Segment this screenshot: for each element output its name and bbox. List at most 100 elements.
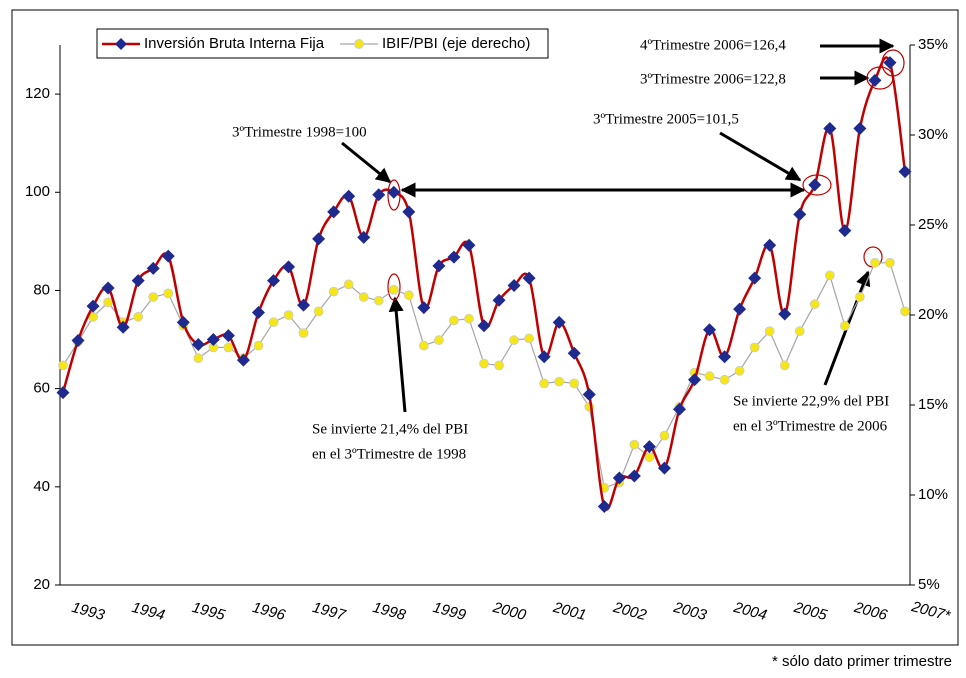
- point: [552, 315, 566, 329]
- y-tick-label: 80: [33, 281, 50, 298]
- point: [537, 350, 551, 364]
- point: [688, 373, 701, 387]
- point: [524, 333, 535, 344]
- y-tick-label: 120: [25, 85, 50, 102]
- point: [778, 307, 792, 321]
- point: [358, 292, 369, 302]
- point: [101, 281, 115, 295]
- point: [116, 320, 130, 334]
- annotation: 3ºTrimestre 1998=100: [232, 124, 367, 140]
- point: [794, 326, 805, 337]
- point: [312, 232, 326, 246]
- point: [103, 297, 114, 308]
- point: [627, 469, 641, 483]
- point: [749, 342, 760, 353]
- point: [808, 178, 822, 192]
- point: [779, 360, 790, 371]
- point: [343, 279, 354, 290]
- annotation: en el 3ºTrimestre de 2006: [733, 418, 888, 434]
- point: [748, 271, 762, 285]
- point: [809, 299, 820, 310]
- point: [133, 311, 144, 322]
- point: [597, 499, 611, 513]
- point: [612, 471, 626, 485]
- point: [297, 298, 311, 312]
- point: [885, 257, 895, 268]
- y2-tick-label: 5%: [918, 576, 940, 593]
- y2-tick-label: 25%: [918, 216, 948, 233]
- point: [464, 313, 474, 324]
- point: [71, 334, 85, 348]
- point: [328, 286, 339, 297]
- annotation: en el 3ºTrimestre de 1998: [312, 446, 466, 462]
- point: [522, 271, 536, 285]
- point: [494, 360, 504, 371]
- point: [462, 238, 476, 252]
- x-tick-label: 1993: [70, 599, 107, 624]
- y2-tick-label: 10%: [918, 486, 948, 503]
- x-tick-label: 2001: [550, 599, 588, 624]
- legend-label: Inversión Bruta Interna Fija: [144, 35, 325, 52]
- point: [582, 388, 596, 402]
- point: [492, 293, 506, 307]
- annotation: 3ºTrimestre 2005=101,5: [593, 111, 739, 127]
- annotation: 3ºTrimestre 2006=122,8: [640, 71, 786, 87]
- point: [479, 358, 489, 369]
- point: [793, 207, 807, 221]
- point: [567, 346, 581, 360]
- point: [704, 371, 715, 382]
- point: [163, 288, 174, 299]
- point: [554, 376, 565, 387]
- point: [313, 306, 324, 317]
- point: [477, 319, 491, 333]
- point: [373, 295, 384, 306]
- point: [569, 378, 580, 389]
- point: [388, 284, 399, 295]
- point: [433, 335, 444, 346]
- point: [387, 185, 401, 199]
- arrows: [341, 38, 895, 413]
- point: [327, 205, 341, 219]
- point: [146, 261, 160, 275]
- point: [58, 360, 68, 371]
- y2-tick-label: 30%: [918, 126, 948, 143]
- legend-label: IBIF/PBI (eje derecho): [382, 35, 530, 52]
- point: [372, 188, 386, 202]
- point: [342, 189, 356, 203]
- x-tick-label: 2007*: [909, 598, 953, 625]
- x-tick-label: 2000: [490, 599, 528, 624]
- point: [642, 440, 656, 454]
- point: [734, 365, 745, 376]
- point: [870, 257, 880, 268]
- point: [402, 205, 416, 219]
- annotation: Se invierte 21,4% del PBI: [312, 421, 468, 437]
- point: [191, 337, 205, 351]
- y-tick-label: 100: [25, 183, 50, 200]
- point: [854, 292, 865, 302]
- y2-tick-label: 20%: [918, 306, 948, 323]
- point: [823, 121, 837, 135]
- point: [718, 350, 732, 364]
- point: [223, 342, 234, 353]
- point: [629, 439, 640, 450]
- x-tick-label: 1999: [431, 599, 468, 624]
- point: [507, 279, 521, 293]
- x-tick-label: 2003: [671, 599, 709, 624]
- point: [719, 374, 730, 385]
- point: [853, 121, 867, 135]
- highlight-ellipses: [387, 49, 905, 301]
- point: [883, 56, 897, 70]
- point: [283, 310, 294, 320]
- y2-tick-label: 15%: [918, 396, 948, 413]
- point: [131, 274, 145, 288]
- point: [176, 315, 190, 329]
- point: [447, 250, 461, 264]
- legend-marker: [354, 39, 364, 49]
- annotation: Se invierte 22,9% del PBI: [733, 393, 889, 409]
- point: [193, 353, 204, 364]
- x-tick-label: 2005: [791, 599, 829, 624]
- point: [56, 386, 70, 400]
- legend: [96, 28, 549, 59]
- annotation: 4ºTrimestre 2006=126,4: [640, 37, 786, 53]
- x-tick-label: 1996: [250, 599, 287, 624]
